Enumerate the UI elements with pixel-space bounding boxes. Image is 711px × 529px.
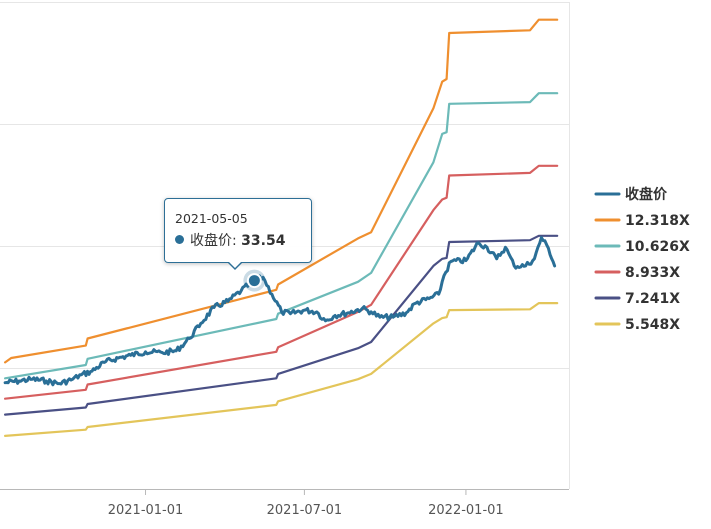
tooltip-series-dot bbox=[175, 235, 184, 244]
hover-marker bbox=[246, 273, 262, 289]
series-line-0 bbox=[3, 236, 557, 387]
series-layer bbox=[3, 18, 559, 437]
legend-label-0: 收盘价 bbox=[625, 186, 668, 203]
x-tick-label-3: 2022-01-01 bbox=[428, 503, 504, 518]
legend-item-4[interactable]: 7.241X bbox=[594, 291, 680, 307]
legend-item-0[interactable]: 收盘价 bbox=[594, 186, 668, 203]
legend-item-5[interactable]: 5.548X bbox=[594, 317, 680, 333]
tooltip-value: 33.54 bbox=[241, 233, 286, 249]
legend-label-5: 5.548X bbox=[625, 317, 680, 333]
x-axis: 2021-01-01 2021-07-01 2022-01-01 bbox=[0, 489, 569, 518]
legend-label-3: 8.933X bbox=[625, 265, 680, 281]
series-line-2 bbox=[3, 92, 559, 380]
legend[interactable]: 收盘价 12.318X 10.626X 8.933X 7.241X 5.548X bbox=[594, 186, 690, 333]
tooltip: 2021-05-05 收盘价: 33.54 bbox=[164, 198, 312, 270]
hover-marker-layer bbox=[243, 269, 266, 292]
series-line-3 bbox=[3, 164, 559, 400]
tooltip-date: 2021-05-05 bbox=[175, 211, 248, 226]
tooltip-pointer-inner bbox=[229, 261, 241, 268]
tooltip-separator: : bbox=[232, 233, 242, 249]
legend-label-2: 10.626X bbox=[625, 239, 690, 255]
series-line-5 bbox=[3, 302, 559, 437]
legend-label-4: 7.241X bbox=[625, 291, 680, 307]
tooltip-series-name: 收盘价 bbox=[190, 233, 232, 249]
legend-item-1[interactable]: 12.318X bbox=[594, 213, 690, 229]
legend-item-2[interactable]: 10.626X bbox=[594, 239, 690, 255]
legend-item-3[interactable]: 8.933X bbox=[594, 265, 680, 281]
series-line-4 bbox=[3, 234, 559, 416]
tooltip-row: 收盘价: 33.54 bbox=[175, 230, 311, 252]
legend-label-1: 12.318X bbox=[625, 213, 690, 229]
series-line-1 bbox=[3, 18, 559, 364]
x-tick-label-2: 2021-07-01 bbox=[267, 503, 343, 518]
x-tick-label-1: 2021-01-01 bbox=[108, 503, 184, 518]
